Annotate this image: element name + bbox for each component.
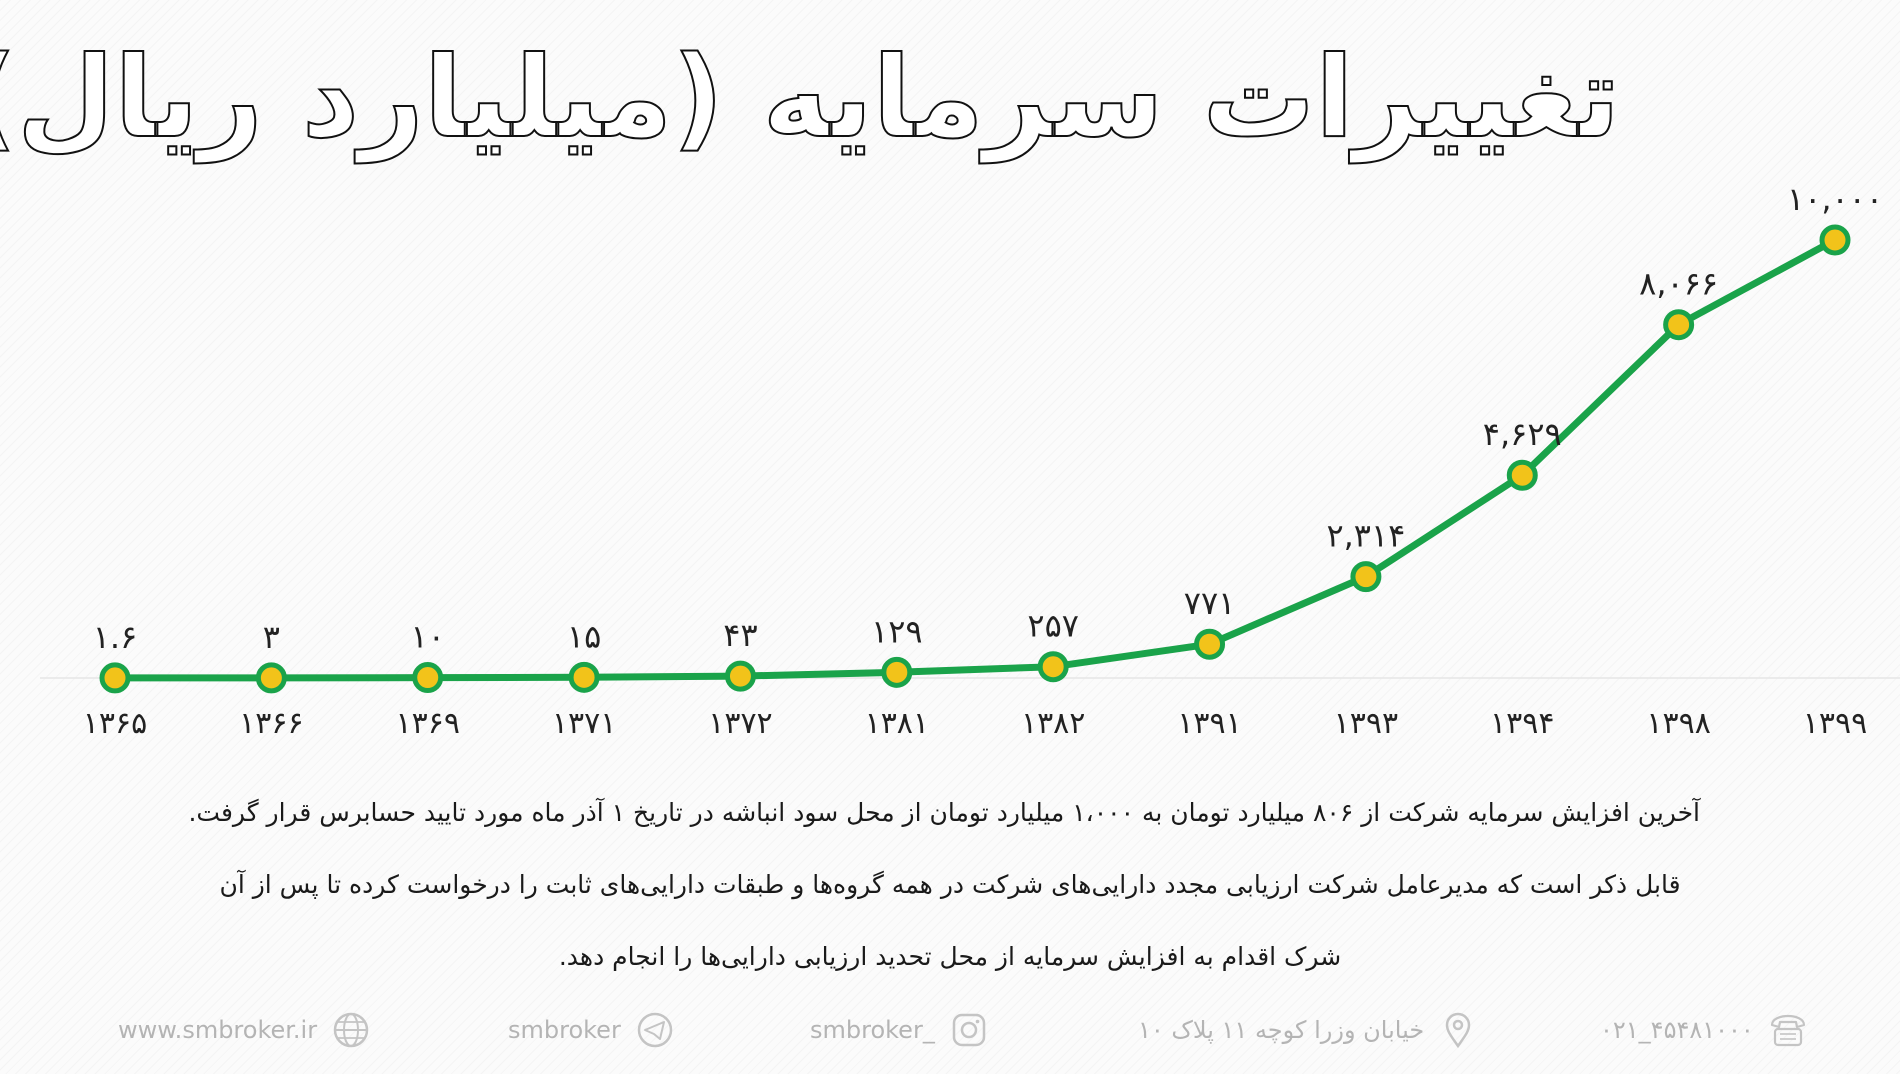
data-point — [1663, 309, 1695, 341]
data-label: ۳ — [263, 618, 280, 656]
instagram-text[interactable]: smbroker_ — [810, 1016, 935, 1044]
data-point — [1350, 561, 1382, 593]
data-label: ۱.۶ — [93, 618, 138, 656]
data-point — [1037, 651, 1069, 683]
data-point — [255, 662, 287, 694]
chart-title: تغییرات سرمایه (میلیارد ریال) — [0, 32, 1621, 164]
instagram-icon — [949, 1010, 989, 1050]
address-text: خیابان وزرا کوچه ۱۱ پلاک ۱۰ — [1138, 1016, 1425, 1044]
footer-telegram[interactable]: smbroker — [508, 1000, 675, 1060]
x-tick-label: ۱۳۹۴ — [1490, 706, 1554, 741]
telegram-text[interactable]: smbroker — [508, 1016, 621, 1044]
data-label: ۷۷۱ — [1184, 584, 1236, 622]
data-point — [881, 656, 913, 688]
data-point — [412, 662, 444, 694]
description-line-2: قابل ذکر است که مدیرعامل شرکت ارزیابی مج… — [219, 870, 1681, 899]
data-label: ۱۵ — [567, 617, 601, 655]
data-label: ۲۵۷ — [1027, 607, 1079, 645]
phone-text[interactable]: ۰۲۱_۴۵۴۸۱۰۰۰ — [1600, 1016, 1754, 1044]
data-label: ۱۰,۰۰۰ — [1787, 180, 1883, 218]
data-label: ۲,۳۱۴ — [1326, 517, 1405, 555]
x-tick-label: ۱۳۹۸ — [1646, 706, 1710, 741]
footer-phone[interactable]: ۰۲۱_۴۵۴۸۱۰۰۰ — [1600, 1000, 1808, 1060]
phone-icon — [1768, 1010, 1808, 1050]
x-tick-label: ۱۳۶۵ — [83, 706, 147, 741]
x-tick-label: ۱۳۹۱ — [1177, 706, 1241, 741]
footer-instagram[interactable]: smbroker_ — [810, 1000, 989, 1060]
x-tick-label: ۱۳۶۹ — [396, 706, 460, 741]
series-line — [115, 236, 1837, 682]
data-label: ۸,۰۶۶ — [1639, 265, 1718, 303]
data-point — [1819, 224, 1851, 256]
data-label: ۱۰ — [411, 618, 445, 656]
x-tick-label: ۱۳۸۱ — [865, 706, 929, 741]
x-tick-label: ۱۳۹۹ — [1803, 706, 1867, 741]
telegram-icon — [635, 1010, 675, 1050]
globe-icon — [331, 1010, 371, 1050]
data-label: ۴۳ — [723, 616, 757, 654]
x-tick-label: ۱۳۹۳ — [1334, 706, 1398, 741]
footer: www.smbroker.ir smbroker smbroker_ خیابا… — [0, 1000, 1900, 1060]
location-pin-icon — [1438, 1010, 1478, 1050]
data-point — [724, 660, 756, 692]
data-point — [1194, 628, 1226, 660]
footer-address: خیابان وزرا کوچه ۱۱ پلاک ۱۰ — [1138, 1000, 1478, 1060]
footer-website[interactable]: www.smbroker.ir — [118, 1000, 371, 1060]
x-tick-label: ۱۳۷۲ — [708, 706, 772, 741]
x-tick-label: ۱۳۸۲ — [1021, 706, 1085, 741]
description-line-1: آخرین افزایش سرمایه شرکت از ۸۰۶ میلیارد … — [188, 798, 1700, 827]
data-point — [99, 662, 131, 694]
x-tick-label: ۱۳۷۱ — [552, 706, 616, 741]
website-text[interactable]: www.smbroker.ir — [118, 1016, 318, 1044]
data-label: ۱۲۹ — [871, 612, 923, 650]
description-line-3: شرک اقدام به افزایش سرمایه از محل تحدید … — [558, 942, 1342, 971]
x-tick-label: ۱۳۶۶ — [239, 706, 303, 741]
line-chart: ۱.۶ ۳ ۱۰ ۱۵ ۴۳ ۱۲۹ ۲۵۷ ۷۷۱ ۲,۳۱۴ ۴,۶۲۹ ۸,۰۶۶ ۱۰,۰۰۰… — [40, 180, 1900, 741]
data-point — [568, 661, 600, 693]
data-label: ۴,۶۲۹ — [1483, 415, 1562, 453]
data-point — [1506, 459, 1538, 491]
